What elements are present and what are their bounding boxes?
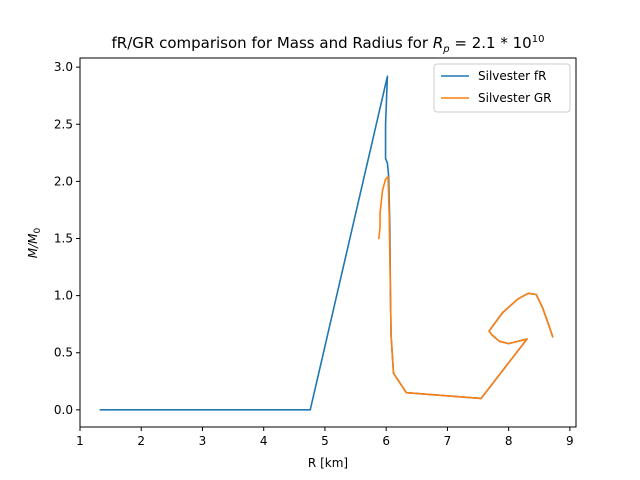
plot-lines (99, 75, 554, 411)
x-tick-label: 2 (137, 434, 145, 448)
y-tick-label: 0.5 (54, 346, 73, 360)
chart-title-math-base: R (433, 34, 443, 52)
y-tick-label: 3.0 (54, 60, 73, 74)
chart-title-math-rest: = 2.1 * 10 (450, 34, 532, 52)
x-tick-label: 3 (199, 434, 207, 448)
x-tick-label: 8 (505, 434, 513, 448)
y-axis-label-base: M/M (26, 233, 40, 258)
chart-title-text: fR/GR comparison for Mass and Radius for (112, 34, 433, 52)
y-tick-label: 2.0 (54, 174, 73, 188)
x-tick-label: 1 (76, 434, 84, 448)
y-tick-label: 1.0 (54, 289, 73, 303)
y-tick-label: 2.5 (54, 117, 73, 131)
chart-title-math-sup: 10 (532, 34, 545, 45)
series-line-fr (99, 75, 554, 411)
x-tick-label: 5 (321, 434, 329, 448)
legend-label-fr: Silvester fR (478, 69, 546, 83)
x-tick-label: 4 (260, 434, 268, 448)
x-tick-label: 6 (382, 434, 390, 448)
y-tick-label: 1.5 (54, 232, 73, 246)
legend-label-gr: Silvester GR (478, 91, 552, 105)
x-tick-label: 9 (566, 434, 574, 448)
y-axis: 0.0 0.5 1.0 1.5 2.0 2.5 3.0 (54, 60, 80, 417)
y-axis-label-sub: 0 (33, 227, 43, 233)
chart-title-math-sub: p (442, 44, 449, 55)
y-axis-label: M/M0 (26, 227, 43, 258)
legend: Silvester fR Silvester GR (433, 63, 571, 113)
y-tick-label: 0.0 (54, 403, 73, 417)
x-tick-label: 7 (444, 434, 452, 448)
x-axis: 1 2 3 4 5 6 7 8 9 (76, 427, 574, 448)
x-axis-label: R [km] (308, 456, 348, 470)
series-line-gr (378, 176, 554, 400)
plot-frame (79, 57, 577, 428)
chart-title: fR/GR comparison for Mass and Radius for… (112, 34, 545, 55)
